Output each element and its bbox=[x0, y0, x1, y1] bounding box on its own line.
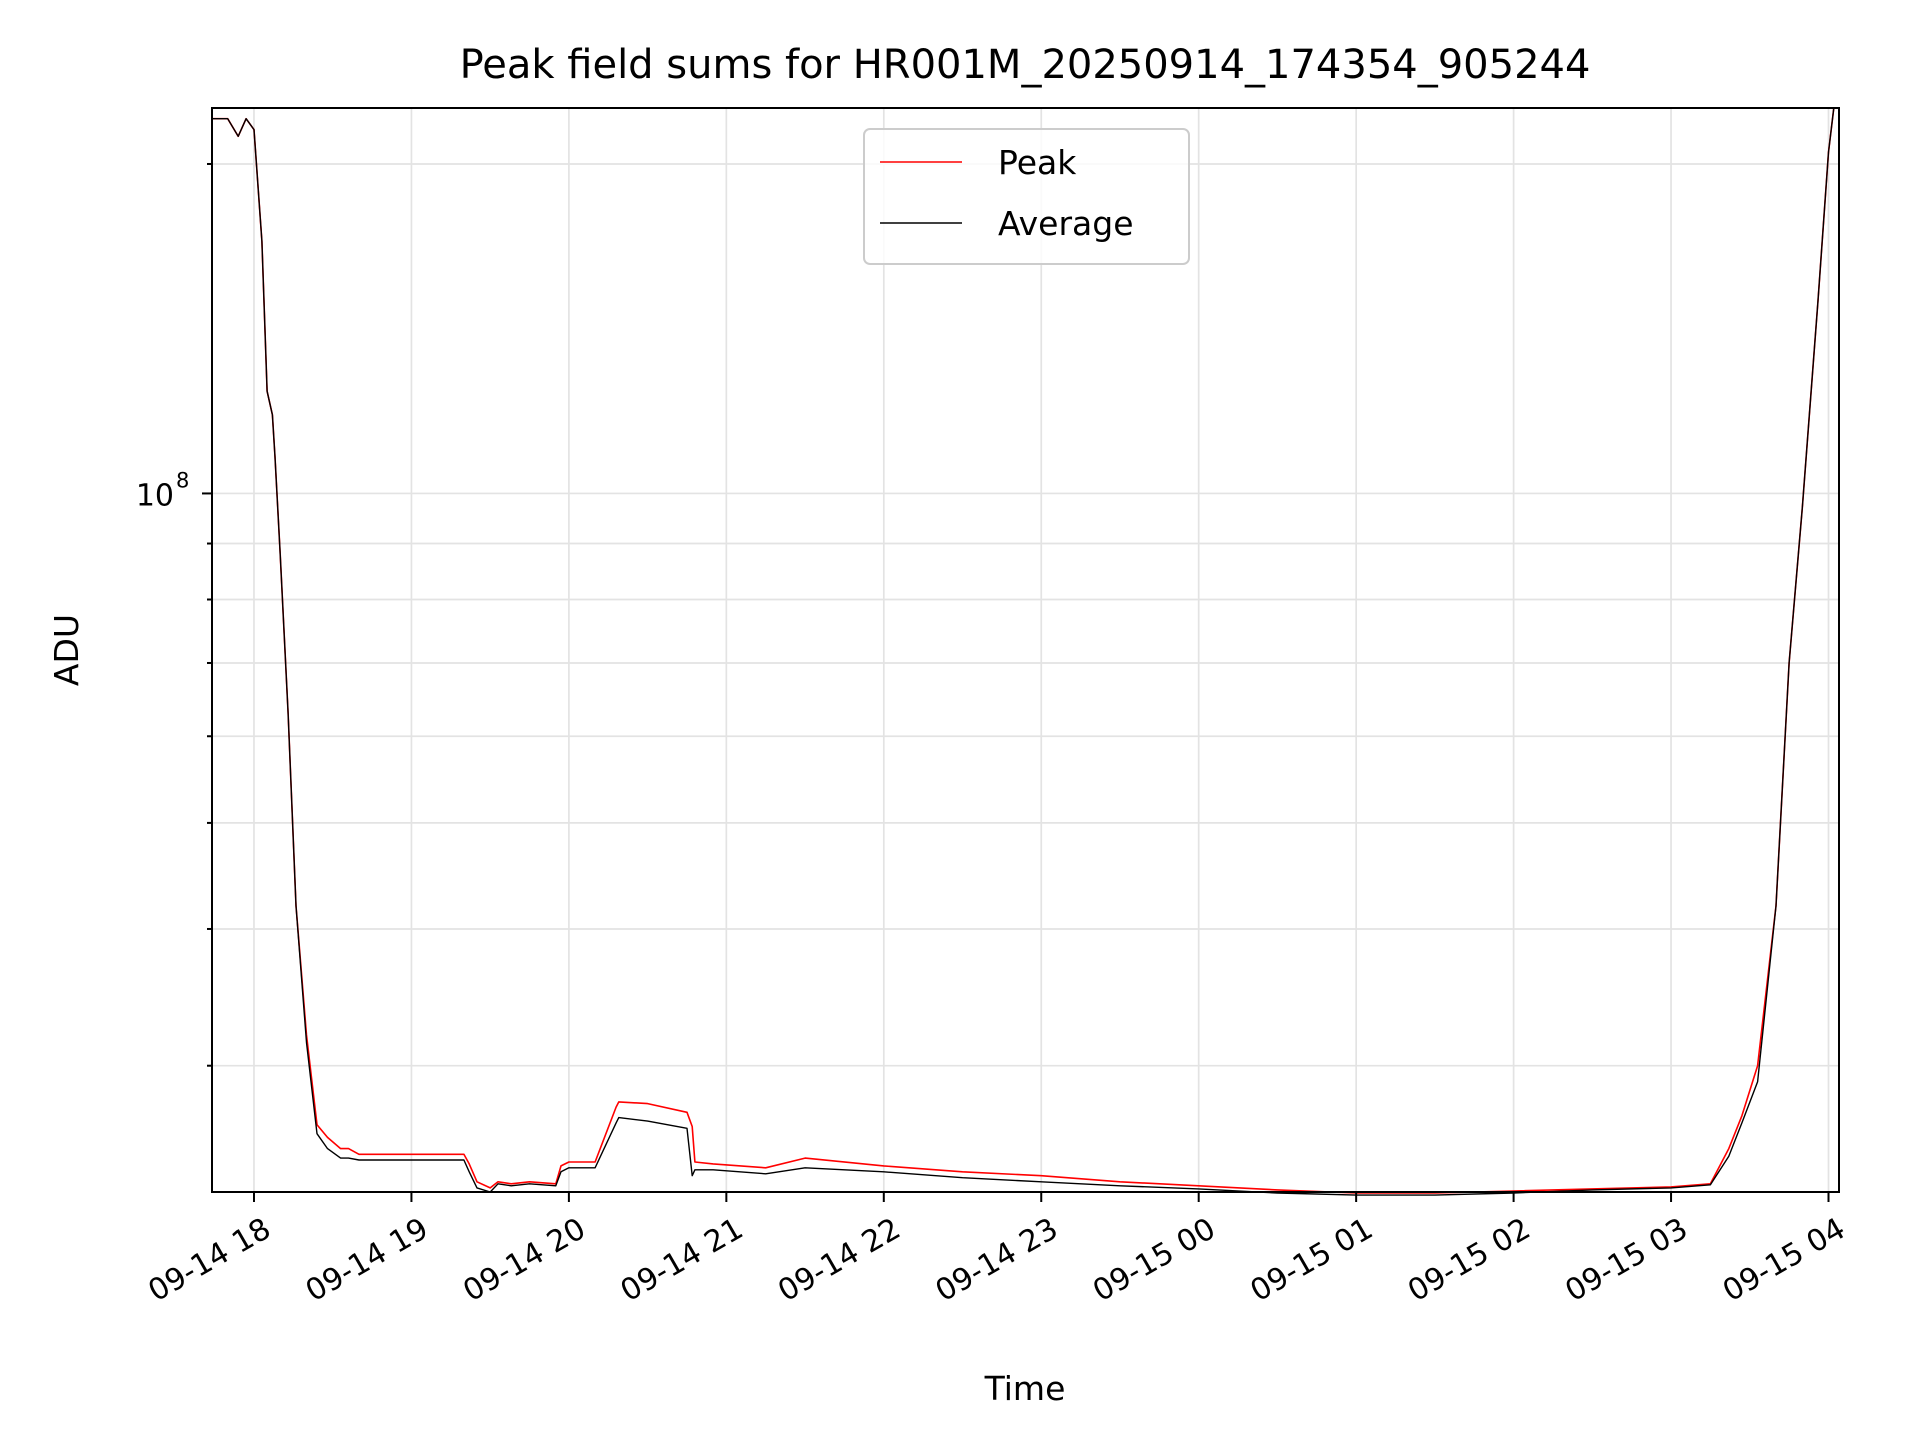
x-tick-label: 09-14 19 bbox=[300, 1211, 434, 1309]
x-tick-label: 09-15 04 bbox=[1717, 1211, 1851, 1309]
chart-title: Peak field sums for HR001M_20250914_1743… bbox=[460, 42, 1591, 88]
x-tick-label: 09-15 00 bbox=[1087, 1211, 1221, 1309]
series-line-average bbox=[212, 107, 1835, 1196]
x-tick-label: 09-14 20 bbox=[457, 1211, 591, 1309]
x-tick-label: 09-15 01 bbox=[1245, 1211, 1379, 1309]
legend-average-label: Average bbox=[998, 204, 1134, 243]
series-line-peak bbox=[212, 107, 1835, 1194]
grid bbox=[212, 108, 1839, 1192]
y-tick-label-exponent: 8 bbox=[176, 468, 189, 492]
x-tick-label: 09-15 02 bbox=[1402, 1211, 1536, 1309]
legend-peak-label: Peak bbox=[998, 143, 1077, 182]
x-axis-label: Time bbox=[984, 1369, 1066, 1408]
y-tick-label: 10 bbox=[136, 478, 174, 513]
x-tick-label: 09-14 22 bbox=[772, 1211, 906, 1309]
x-tick-label: 09-14 23 bbox=[930, 1211, 1064, 1309]
series-layer bbox=[212, 107, 1835, 1196]
legend: Peak Average bbox=[863, 128, 1190, 265]
x-tick-label: 09-14 18 bbox=[142, 1211, 276, 1309]
x-tick-label: 09-15 03 bbox=[1560, 1211, 1694, 1309]
plot-frame bbox=[211, 107, 1840, 1193]
x-tick-label: 09-14 21 bbox=[615, 1211, 749, 1309]
y-axis-label: ADU bbox=[47, 614, 86, 686]
